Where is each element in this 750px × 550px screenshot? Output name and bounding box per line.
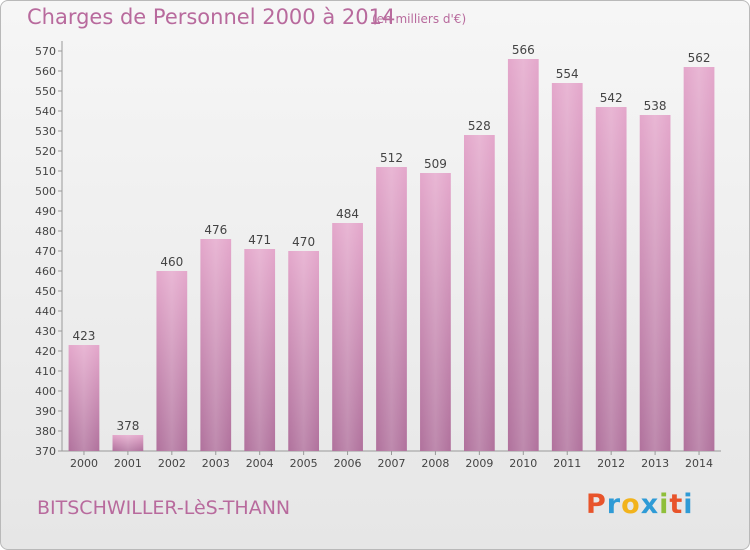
x-tick-label-2014: 2014	[685, 457, 713, 470]
bar-shine-2003	[200, 239, 232, 451]
data-label-2012: 542	[600, 91, 623, 105]
data-label-2002: 460	[160, 255, 183, 269]
y-tick-label: 570	[35, 45, 56, 58]
chart-title: Charges de Personnel 2000 à 2014	[27, 5, 396, 29]
y-tick-label: 530	[35, 125, 56, 138]
brand-letter: t	[669, 489, 684, 520]
y-tick-label: 440	[35, 305, 56, 318]
x-tick-label-2004: 2004	[246, 457, 274, 470]
x-tick-label-2009: 2009	[465, 457, 493, 470]
bars-group: 423 378 460 476 471 470 484 512 509 528 566 554 542 5…	[68, 43, 715, 451]
data-label-2014: 562	[688, 51, 711, 65]
y-tick-label: 500	[35, 185, 56, 198]
data-label-2003: 476	[204, 223, 227, 237]
brand-letter: P	[586, 489, 607, 520]
chart-subtitle: (en milliers d'€)	[372, 12, 467, 26]
bar-shine-2012	[595, 107, 627, 451]
y-tick-label: 370	[35, 445, 56, 458]
data-label-2006: 484	[336, 207, 359, 221]
bar-shine-2002	[156, 271, 188, 451]
brand-logo[interactable]: Proxiti	[586, 489, 694, 520]
y-tick-label: 380	[35, 425, 56, 438]
y-tick-label: 390	[35, 405, 56, 418]
bar-shine-2000	[68, 345, 100, 451]
y-tick-label: 450	[35, 285, 56, 298]
y-tick-label: 410	[35, 365, 56, 378]
data-label-2008: 509	[424, 157, 447, 171]
x-tick-label-2010: 2010	[509, 457, 537, 470]
x-tick-label-2011: 2011	[553, 457, 581, 470]
city-name: BITSCHWILLER-LèS-THANN	[37, 497, 291, 519]
brand-letter: o	[621, 489, 641, 520]
y-tick-label: 480	[35, 225, 56, 238]
y-tick-label: 540	[35, 105, 56, 118]
bar-shine-2004	[244, 249, 276, 451]
bar-shine-2006	[332, 223, 363, 451]
data-label-2007: 512	[380, 151, 403, 165]
bar-shine-2013	[639, 115, 671, 451]
brand-letter: i	[683, 489, 694, 520]
data-label-2013: 538	[644, 99, 667, 113]
y-tick-label: 460	[35, 265, 56, 278]
data-label-2010: 566	[512, 43, 535, 57]
x-tick-label-2000: 2000	[70, 457, 98, 470]
y-tick-label: 490	[35, 205, 56, 218]
brand-letter: r	[606, 489, 622, 520]
y-tick-label: 470	[35, 245, 56, 258]
brand-letter: x	[640, 489, 660, 520]
y-axis: 370 380 390 400 410 420 430 440 450 460 470 480 490 5…	[35, 45, 62, 458]
bar-shine-2009	[463, 135, 495, 451]
y-tick-label: 430	[35, 325, 56, 338]
y-tick-label: 550	[35, 85, 56, 98]
y-tick-label: 400	[35, 385, 56, 398]
y-tick-label: 510	[35, 165, 56, 178]
x-tick-label-2008: 2008	[421, 457, 449, 470]
bar-shine-2008	[420, 173, 451, 451]
x-tick-label-2003: 2003	[202, 457, 230, 470]
bar-shine-2007	[376, 167, 407, 451]
bar-shine-2010	[507, 59, 539, 451]
x-tick-label-2002: 2002	[158, 457, 186, 470]
x-tick-label-2006: 2006	[334, 457, 362, 470]
y-tick-label: 420	[35, 345, 56, 358]
data-label-2001: 378	[116, 419, 139, 433]
y-tick-label: 560	[35, 65, 56, 78]
bar-shine-2014	[683, 67, 715, 451]
x-tick-label-2007: 2007	[378, 457, 406, 470]
data-label-2009: 528	[468, 119, 491, 133]
data-label-2000: 423	[73, 329, 96, 343]
data-label-2005: 470	[292, 235, 315, 249]
bar-shine-2005	[288, 251, 320, 451]
x-tick-label-2005: 2005	[290, 457, 318, 470]
data-label-2011: 554	[556, 67, 579, 81]
x-tick-label-2012: 2012	[597, 457, 625, 470]
bar-shine-2001	[112, 435, 144, 451]
y-tick-label: 520	[35, 145, 56, 158]
x-tick-label-2001: 2001	[114, 457, 142, 470]
x-axis: 2000 2001 2002 2003 2004 2005 2006 2007 2008 2009…	[70, 451, 713, 470]
brand-letter: i	[659, 489, 670, 520]
bar-shine-2011	[551, 83, 583, 451]
x-tick-label-2013: 2013	[641, 457, 669, 470]
data-label-2004: 471	[248, 233, 271, 247]
